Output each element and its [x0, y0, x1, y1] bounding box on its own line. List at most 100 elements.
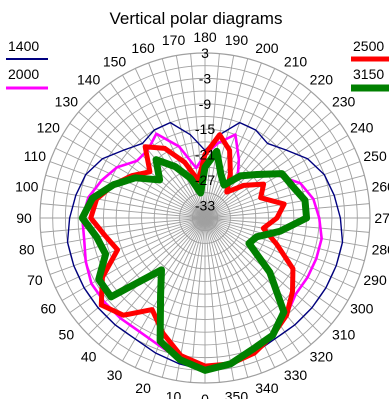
angle-tick-label: 270 — [374, 210, 389, 226]
radial-tick-label: -3 — [199, 70, 212, 86]
grid-spoke — [204, 91, 312, 219]
grid-spoke — [98, 91, 206, 219]
legend-label-3150: 3150 — [353, 66, 384, 82]
grid-spoke — [204, 111, 332, 219]
grid-spoke — [61, 217, 206, 301]
angle-tick-label: 190 — [225, 32, 249, 48]
grid-spoke — [190, 217, 206, 383]
radial-tick-label: 3 — [201, 45, 209, 61]
grid-spoke — [204, 62, 262, 219]
legend-item-2500: 2500 — [351, 38, 389, 62]
grid-spoke — [204, 53, 220, 219]
angle-tick-label: 320 — [310, 349, 334, 365]
grid-spoke — [49, 161, 206, 219]
angle-tick-label: 130 — [55, 94, 79, 110]
grid-spoke — [204, 82, 301, 219]
radial-tick-labels: 3 -3 -9 -15 -21 -27 -33 — [195, 45, 215, 213]
legend-label-2000: 2000 — [8, 66, 39, 82]
angle-tick-label: 0 — [201, 391, 209, 399]
grid-spoke — [69, 122, 206, 219]
angle-tick-label: 240 — [350, 120, 374, 136]
legend-item-3150: 3150 — [351, 66, 389, 92]
grid-spoke — [204, 161, 361, 219]
grid-spoke — [134, 217, 206, 368]
angle-tick-label: 260 — [372, 179, 389, 195]
angle-tick-label: 140 — [77, 71, 101, 87]
grid-spoke — [49, 217, 206, 275]
grid-spoke — [134, 68, 206, 219]
angle-tick-label: 170 — [162, 32, 186, 48]
grid-spoke — [78, 111, 206, 219]
angle-tick-label: 230 — [332, 94, 356, 110]
legend-label-1400: 1400 — [8, 38, 39, 54]
grid-spoke — [204, 203, 370, 219]
grid-spoke — [204, 217, 235, 381]
angle-tick-label: 220 — [310, 71, 334, 87]
angle-tick-label: 350 — [225, 388, 249, 399]
angle-tick-label: 250 — [363, 148, 387, 164]
series-line-1400 — [66, 121, 344, 372]
radial-tick-label: -27 — [195, 172, 215, 188]
grid-spoke — [204, 217, 365, 262]
grid-spoke — [55, 217, 206, 289]
grid-spoke — [45, 217, 206, 262]
grid-spoke — [204, 101, 322, 219]
angle-tick-label: 120 — [37, 120, 61, 136]
angle-tick-label: 30 — [107, 367, 123, 383]
angle-tick-label: 10 — [166, 388, 182, 399]
angle-tick-label: 70 — [27, 272, 43, 288]
grid-spoke — [204, 217, 361, 275]
radial-tick-label: -15 — [195, 121, 215, 137]
angle-tick-label: 280 — [372, 241, 389, 257]
grid-spoke — [42, 188, 206, 219]
grid-spoke — [204, 217, 220, 383]
grid-spoke — [204, 74, 288, 219]
radial-tick-label: -9 — [199, 96, 212, 112]
angle-tick-label: 200 — [255, 40, 279, 56]
legend-item-1400: 1400 — [6, 38, 48, 60]
grid-spoke — [204, 68, 276, 219]
angle-tick-label: 330 — [284, 367, 308, 383]
angle-tick-label: 110 — [24, 148, 47, 164]
angle-tick-label: 160 — [131, 40, 155, 56]
grid-spoke — [40, 203, 206, 219]
series-lines — [66, 121, 344, 374]
grid-spoke — [204, 217, 341, 314]
angle-tick-label: 90 — [16, 210, 32, 226]
angle-tick-label: 340 — [255, 380, 279, 396]
angle-tick-label: 150 — [103, 53, 127, 69]
angle-tick-label: 80 — [19, 241, 35, 257]
grid-spoke — [204, 217, 322, 335]
angle-tick-label: 40 — [81, 349, 97, 365]
grid-spoke — [69, 217, 206, 314]
series-line-3150 — [78, 147, 311, 374]
legend: 1400 2000 2500 3150 — [6, 38, 389, 92]
angle-tick-label: 20 — [135, 380, 151, 396]
grid-spoke — [204, 147, 355, 219]
angle-tick-label: 290 — [363, 272, 387, 288]
grid-spoke — [204, 217, 349, 301]
angle-tick-label: 210 — [284, 53, 308, 69]
radial-tick-label: -21 — [195, 147, 215, 163]
grid-spoke — [204, 217, 249, 378]
angle-tick-label: 100 — [15, 179, 39, 195]
grid-spoke — [45, 174, 206, 219]
grid-spoke — [42, 217, 206, 248]
angle-tick-label: 50 — [59, 326, 75, 342]
chart-title: Vertical polar diagrams — [110, 9, 283, 28]
grid-spoke — [109, 82, 206, 219]
angle-tick-label: 300 — [350, 301, 374, 317]
grid-spoke — [204, 174, 365, 219]
angle-tick-label: 310 — [332, 326, 356, 342]
radial-tick-label: -33 — [195, 197, 215, 213]
grid-spoke — [98, 217, 206, 345]
angle-tick-label: 60 — [40, 301, 56, 317]
legend-label-2500: 2500 — [353, 38, 384, 54]
legend-item-2000: 2000 — [6, 66, 48, 90]
grid-spoke — [204, 217, 312, 345]
grid-spoke — [204, 217, 368, 248]
grid-spoke — [148, 217, 206, 374]
